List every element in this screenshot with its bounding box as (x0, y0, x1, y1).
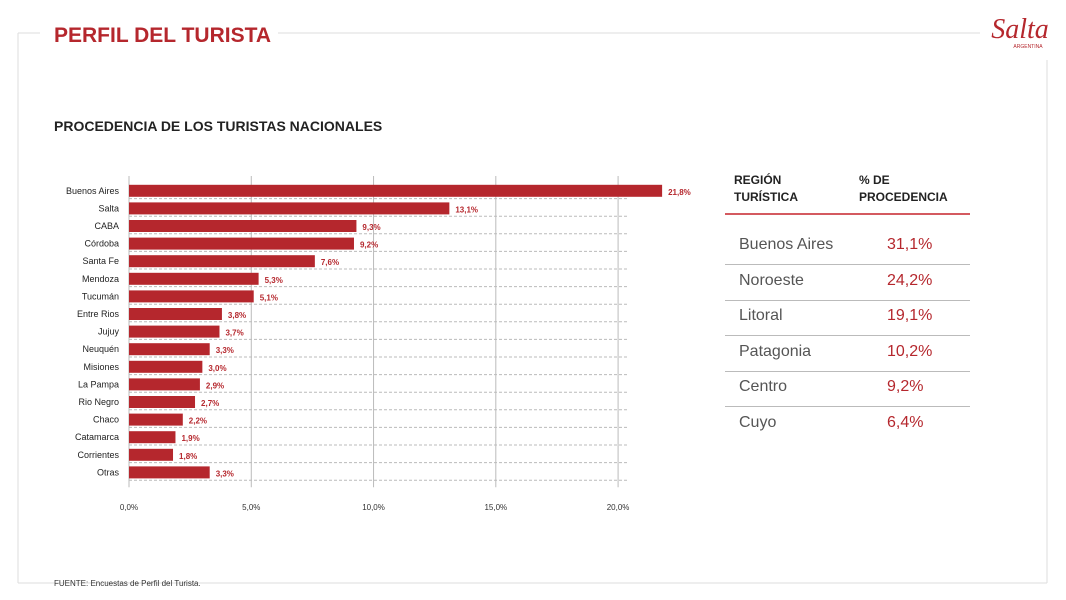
y-tick-label: Salta (98, 203, 119, 213)
value-label: 2,9% (206, 381, 224, 390)
y-tick-label: Catamarca (75, 432, 119, 442)
value-label: 5,1% (260, 293, 278, 302)
y-tick-label: Neuquén (82, 344, 119, 354)
bar (129, 184, 663, 197)
row-separator (725, 299, 970, 301)
value-label: 7,6% (321, 258, 339, 267)
y-tick-label: La Pampa (78, 379, 119, 389)
table-value: 6,4% (887, 414, 924, 431)
value-label: 1,9% (181, 434, 199, 443)
y-tick-label: Tucumán (82, 291, 119, 301)
bar (129, 272, 259, 285)
row-separator (725, 335, 970, 337)
y-tick-label: Misiones (83, 362, 119, 372)
value-label: 3,7% (225, 329, 243, 338)
x-tick-label: 0,0% (120, 503, 138, 512)
value-label: 9,2% (360, 241, 378, 250)
bar (129, 308, 222, 320)
value-label: 3,3% (216, 469, 234, 478)
y-tick-label: Córdoba (84, 239, 119, 249)
value-label: 1,8% (179, 452, 197, 461)
bar (129, 237, 354, 250)
value-label: 2,2% (189, 417, 207, 426)
x-tick-label: 10,0% (362, 503, 385, 512)
table-value: 31,1% (887, 236, 933, 253)
y-tick-label: Jujuy (98, 327, 120, 337)
bar (129, 325, 220, 338)
row-separator (725, 264, 970, 265)
y-tick-label: CABA (94, 221, 119, 231)
table-region: Centro (739, 378, 788, 396)
bar (129, 255, 315, 268)
table-value: 10,2% (887, 342, 933, 360)
x-tick-label: 15,0% (484, 503, 507, 512)
value-label: 9,3% (362, 223, 380, 232)
chart-title: PROCEDENCIA DE LOS TURISTAS NACIONALES (54, 118, 382, 134)
logo-sub: ARGENTINA (1013, 44, 1043, 50)
y-tick-label: Entre Rios (77, 309, 120, 319)
table-region: Cuyo (739, 414, 777, 431)
row-separator (725, 406, 970, 408)
table-value: 19,1% (887, 307, 933, 325)
y-tick-label: Rio Negro (78, 397, 119, 407)
bar (129, 396, 196, 408)
value-label: 2,7% (201, 399, 219, 408)
page-title: PERFIL DEL TURISTA (54, 24, 271, 47)
y-tick-label: Buenos Aires (66, 186, 120, 196)
y-tick-label: Corrientes (77, 450, 119, 460)
y-tick-label: Chaco (93, 415, 119, 425)
logo: Salta (991, 14, 1049, 45)
plot: 0,0% 5,0% 10,0% 15,0% 20,0% Buenos Aires 21,8%… (66, 176, 691, 512)
table-region: Litoral (739, 307, 783, 325)
x-tick-label: 5,0% (242, 503, 260, 512)
bar (129, 202, 450, 215)
value-label: 3,0% (208, 364, 226, 373)
table-region: Buenos Aires (739, 236, 834, 253)
y-tick-label: Mendoza (82, 274, 119, 284)
row-separator (725, 370, 970, 372)
bar (129, 448, 174, 461)
table-header: % DE PROCEDENCIA (859, 173, 948, 204)
table-header: REGIÓN TURÍSTICA (734, 173, 798, 204)
table-region: Noroeste (739, 271, 804, 289)
bar (129, 466, 210, 479)
value-label: 5,3% (265, 276, 283, 285)
bar (129, 290, 254, 303)
table-region: Patagonia (739, 342, 812, 360)
bar (129, 220, 357, 232)
value-label: 13,1% (455, 205, 478, 214)
y-tick-label: Santa Fe (82, 256, 119, 266)
row-separator (725, 442, 970, 443)
bar (129, 431, 176, 444)
value-label: 3,3% (216, 346, 234, 355)
value-label: 3,8% (228, 311, 246, 320)
bar (129, 343, 210, 356)
value-label: 21,8% (668, 188, 691, 197)
bar (129, 378, 200, 391)
table-value: 24,2% (887, 271, 933, 289)
y-tick-label: Otras (97, 467, 120, 477)
bar (129, 413, 183, 426)
x-tick-label: 20,0% (607, 503, 630, 512)
table-value: 9,2% (887, 378, 924, 396)
source: FUENTE: Encuestas de Perfil del Turista. (54, 579, 201, 588)
bar (129, 360, 203, 373)
